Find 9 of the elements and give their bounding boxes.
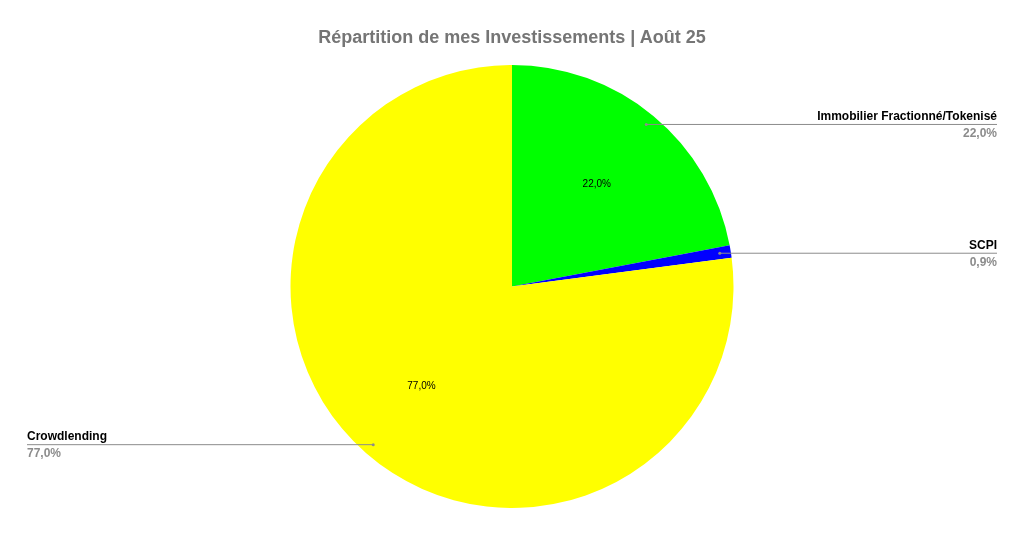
data-label: 22,0% (582, 177, 612, 189)
data-label: 77,0% (407, 380, 436, 392)
chart-title: Répartition de mes Investissements | Août 25 (318, 26, 706, 47)
slice-label: Crowdlending (27, 428, 107, 443)
slice-label: SCPI (968, 237, 997, 252)
text: 77,0% (27, 445, 62, 460)
text: 22,0% (962, 125, 997, 140)
data-label: 0,9% (969, 254, 998, 269)
slice-label: Immobilier Fractionné/Tokenisé (817, 108, 998, 123)
